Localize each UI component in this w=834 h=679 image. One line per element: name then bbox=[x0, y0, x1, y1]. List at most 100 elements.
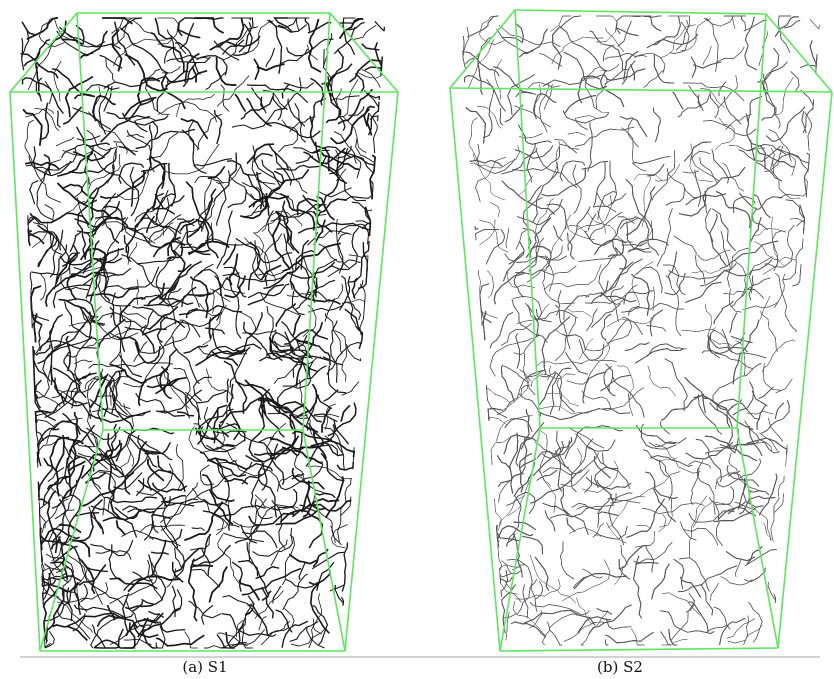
fiber bbox=[218, 534, 239, 583]
fiber bbox=[569, 528, 601, 537]
fiber bbox=[587, 211, 633, 242]
fiber bbox=[752, 197, 782, 230]
fiber bbox=[595, 456, 611, 478]
fiber bbox=[506, 228, 509, 249]
fiber bbox=[650, 310, 663, 336]
fiber bbox=[100, 170, 144, 198]
fiber bbox=[705, 436, 757, 461]
fiber bbox=[148, 459, 164, 481]
fiber bbox=[516, 230, 527, 249]
fiber bbox=[691, 57, 696, 78]
fiber bbox=[726, 552, 754, 561]
fiber bbox=[490, 202, 499, 217]
fiber bbox=[542, 168, 586, 196]
fiber bbox=[564, 52, 607, 89]
fiber bbox=[60, 230, 63, 251]
fiber bbox=[643, 70, 664, 88]
fiber bbox=[555, 317, 576, 361]
fiber bbox=[680, 577, 700, 597]
fiber bbox=[254, 154, 272, 162]
fiber bbox=[26, 162, 59, 169]
fiber bbox=[220, 397, 263, 423]
fiber bbox=[502, 366, 535, 395]
fiber bbox=[557, 431, 573, 473]
fiber bbox=[745, 421, 780, 453]
fiber bbox=[555, 139, 580, 149]
fiber bbox=[498, 438, 526, 487]
fiber bbox=[116, 428, 174, 461]
fiber bbox=[130, 167, 138, 216]
fiber bbox=[106, 58, 115, 82]
fiber bbox=[560, 16, 581, 28]
fiber bbox=[499, 496, 525, 530]
fiber bbox=[712, 209, 735, 251]
fiber bbox=[490, 202, 499, 217]
fiber bbox=[564, 95, 596, 113]
fiber bbox=[620, 117, 647, 137]
fiber bbox=[530, 555, 576, 603]
caption: (b) S2 bbox=[597, 658, 643, 676]
fiber bbox=[555, 139, 580, 149]
fiber bbox=[268, 144, 288, 170]
fiber bbox=[635, 349, 684, 364]
fiber bbox=[213, 328, 251, 354]
fiber bbox=[543, 271, 576, 304]
fiber bbox=[560, 542, 574, 579]
fiber bbox=[91, 375, 107, 407]
fiber bbox=[100, 55, 122, 68]
fiber bbox=[715, 118, 734, 150]
fiber bbox=[634, 174, 663, 181]
fiber bbox=[66, 77, 93, 118]
fiber bbox=[574, 574, 626, 589]
fiber bbox=[564, 95, 596, 113]
fiber bbox=[551, 225, 587, 253]
fiber bbox=[578, 448, 582, 464]
fiber bbox=[502, 366, 535, 395]
fiber bbox=[463, 51, 500, 76]
fiber bbox=[551, 225, 587, 253]
fiber bbox=[729, 289, 741, 312]
fiber bbox=[619, 546, 648, 570]
fiber bbox=[31, 286, 42, 325]
fiber bbox=[569, 427, 605, 448]
fiber bbox=[467, 107, 486, 144]
fiber bbox=[688, 602, 708, 632]
fiber bbox=[130, 167, 138, 216]
fiber bbox=[563, 111, 609, 123]
fiber bbox=[208, 166, 225, 178]
fiber bbox=[584, 476, 591, 493]
fiber bbox=[568, 132, 586, 135]
fiber bbox=[179, 306, 242, 315]
fiber bbox=[254, 272, 283, 276]
fiber bbox=[735, 560, 741, 577]
fiber bbox=[566, 352, 589, 374]
fiber bbox=[634, 542, 673, 562]
fiber bbox=[743, 302, 778, 309]
fiber bbox=[681, 522, 697, 541]
fiber bbox=[572, 503, 588, 507]
fiber bbox=[53, 625, 88, 641]
fiber bbox=[703, 167, 745, 205]
fiber bbox=[631, 64, 635, 80]
fiber bbox=[515, 145, 553, 158]
fiber bbox=[479, 220, 495, 246]
fiber bbox=[587, 211, 633, 242]
fiber bbox=[560, 16, 581, 28]
fiber bbox=[34, 146, 71, 175]
fiber bbox=[575, 118, 587, 130]
fiber bbox=[51, 369, 64, 405]
fiber bbox=[743, 302, 778, 309]
fiber bbox=[717, 47, 745, 62]
fiber bbox=[536, 309, 551, 322]
fiber bbox=[780, 179, 808, 199]
fiber bbox=[537, 470, 557, 480]
fiber bbox=[516, 579, 561, 599]
fiber bbox=[761, 311, 778, 352]
fiber bbox=[542, 614, 578, 645]
fiber bbox=[527, 246, 562, 283]
fiber bbox=[560, 16, 581, 28]
fiber bbox=[216, 517, 224, 535]
fiber bbox=[757, 406, 765, 430]
fiber bbox=[536, 581, 543, 599]
fiber bbox=[717, 458, 761, 487]
